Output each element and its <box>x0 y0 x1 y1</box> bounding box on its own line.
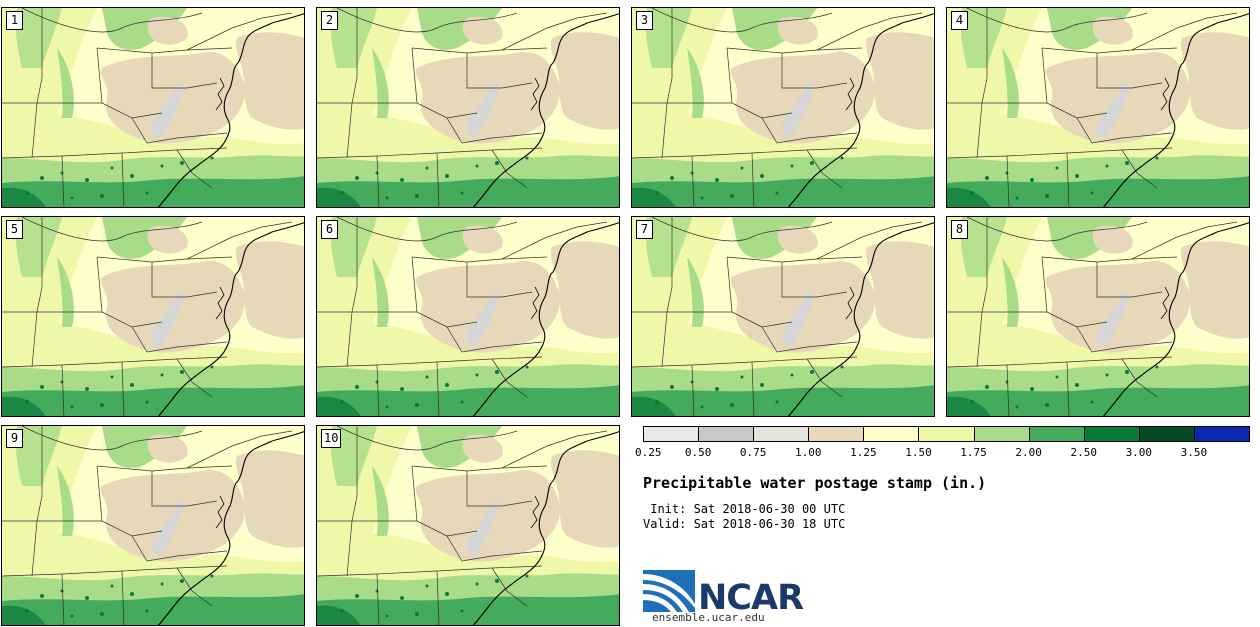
map-image <box>317 426 619 625</box>
colorbar-tick-label: 0.50 <box>684 446 712 459</box>
colorbar-segment <box>699 427 755 441</box>
plot-title: Precipitable water postage stamp (in.) <box>643 474 987 492</box>
map-image <box>2 8 304 207</box>
colorbar-tick-label: 0.25 <box>635 446 662 459</box>
map-image <box>632 8 934 207</box>
colorbar-tick-label: 1.75 <box>960 446 987 459</box>
colorbar-segment <box>919 427 975 441</box>
map-stamp: 2 <box>316 7 620 208</box>
stamp-number: 5 <box>6 220 23 239</box>
colorbar-segment <box>1194 427 1250 441</box>
colorbar-tick-label: 2.50 <box>1070 446 1097 459</box>
colorbar-tick-label: 1.25 <box>850 446 877 459</box>
map-image <box>317 217 619 416</box>
map-stamp: 1 <box>1 7 305 208</box>
map-image <box>632 217 934 416</box>
map-stamp: 5 <box>1 216 305 417</box>
map-stamp: 7 <box>631 216 935 417</box>
colorbar-segment <box>1029 427 1085 441</box>
colorbar <box>643 426 1250 442</box>
stamp-number: 1 <box>6 11 23 30</box>
colorbar-tick-label: 1.00 <box>795 446 822 459</box>
stamp-number: 8 <box>951 220 968 239</box>
init-time: Init: Sat 2018-06-30 00 UTC <box>643 502 846 516</box>
colorbar-segment <box>1084 427 1140 441</box>
colorbar-segment <box>754 427 810 441</box>
colorbar-tick-label: 2.00 <box>1015 446 1042 459</box>
colorbar-tick-label: 0.75 <box>739 446 767 459</box>
map-stamp: 6 <box>316 216 620 417</box>
site-url: ensemble.ucar.edu <box>652 611 765 624</box>
stamp-number: 6 <box>321 220 338 239</box>
colorbar-segment <box>809 427 865 441</box>
map-stamp: 10 <box>316 425 620 626</box>
map-image <box>947 8 1249 207</box>
colorbar-segment <box>864 427 920 441</box>
colorbar-segment <box>644 427 700 441</box>
map-image <box>317 8 619 207</box>
colorbar-tick-label: 1.50 <box>905 446 932 459</box>
ncar-logo-text: NCAR <box>698 578 804 618</box>
stamp-number: 2 <box>321 11 338 30</box>
colorbar-tick-labels: 0.25 0.50 0.75 1.00 1.25 1.50 1.75 2.00 2.50 3.00… <box>635 446 1249 460</box>
map-image <box>947 217 1249 416</box>
stamp-number: 10 <box>321 429 342 448</box>
colorbar-segment <box>1139 427 1195 441</box>
colorbar-segment <box>974 427 1030 441</box>
stamp-number: 7 <box>636 220 653 239</box>
stamp-number: 3 <box>636 11 653 30</box>
valid-time: Valid: Sat 2018-06-30 18 UTC <box>643 517 846 531</box>
stamp-number: 9 <box>6 429 23 448</box>
stamp-number: 4 <box>951 11 968 30</box>
map-stamp: 4 <box>946 7 1250 208</box>
map-stamp: 8 <box>946 216 1250 417</box>
map-stamp: 3 <box>631 7 935 208</box>
colorbar-tick-label: 3.00 <box>1125 446 1153 459</box>
colorbar-tick-label: 3.50 <box>1180 446 1208 459</box>
map-image <box>2 217 304 416</box>
map-stamp: 9 <box>1 425 305 626</box>
ncar-logo-icon <box>643 570 695 612</box>
map-image <box>2 426 304 625</box>
